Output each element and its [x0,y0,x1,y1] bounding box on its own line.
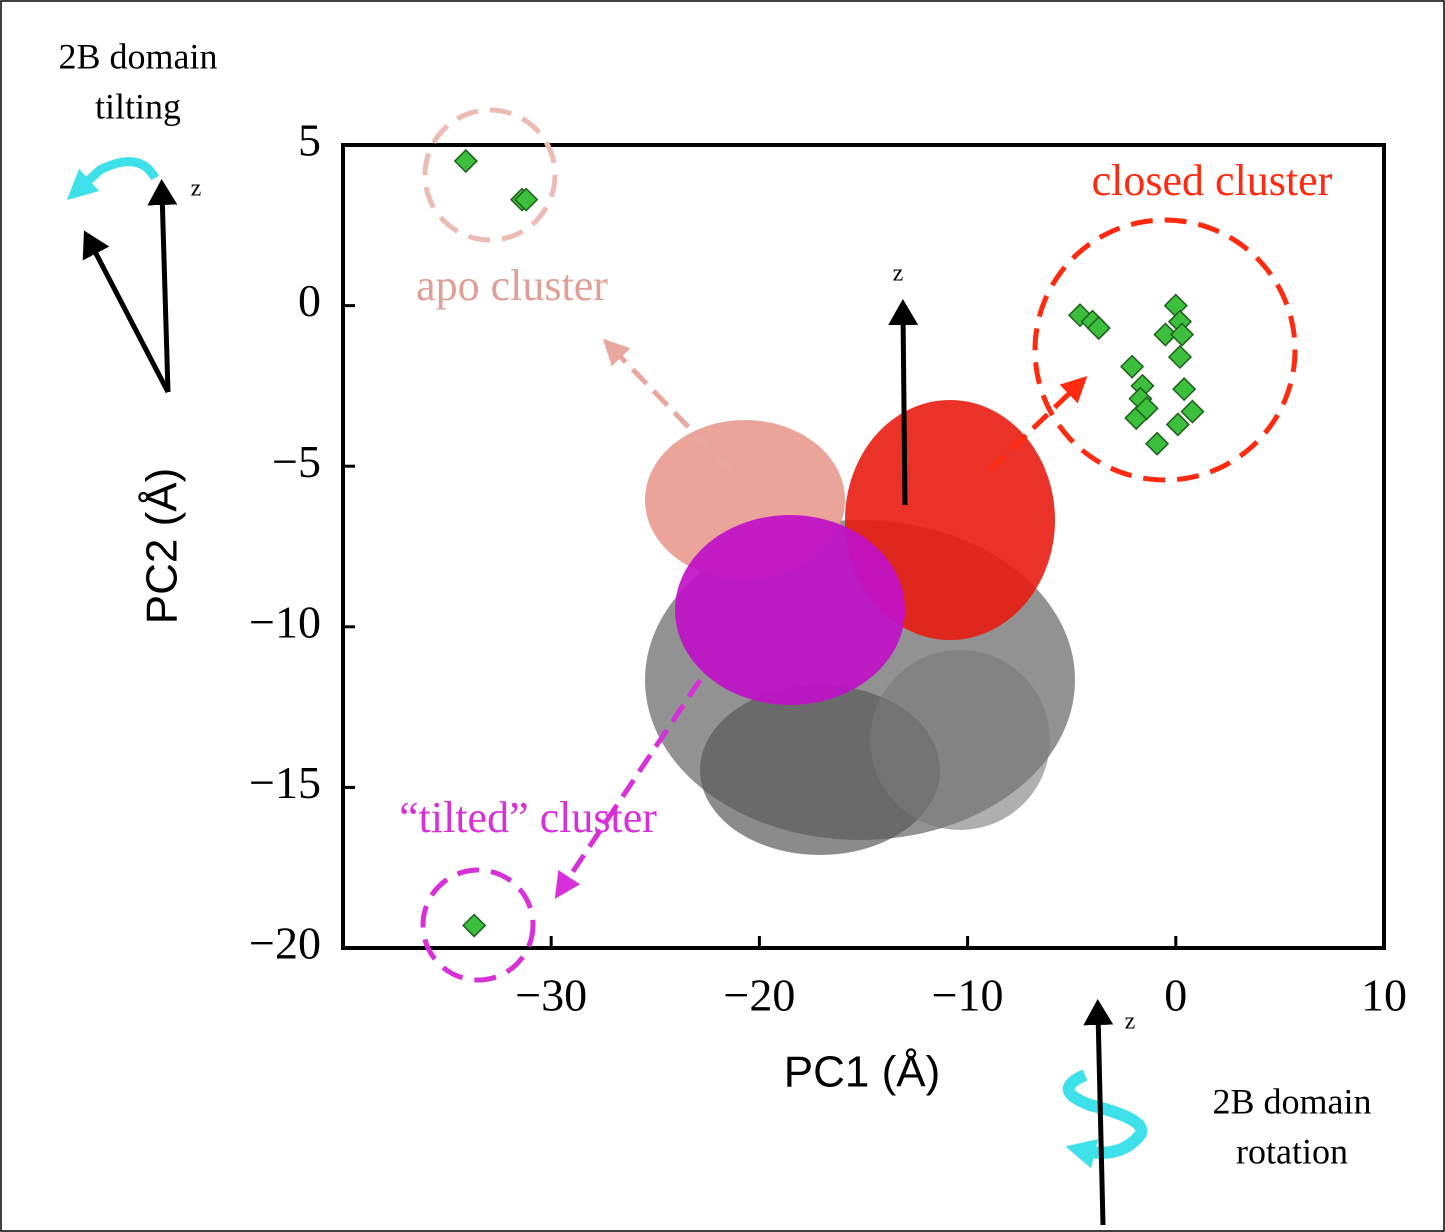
y-tick-label: −20 [249,918,321,969]
rotation-curve [1062,1069,1148,1169]
point [462,913,487,938]
annotation: closed cluster [1092,156,1333,205]
tilt-curve [66,157,159,201]
tilted-arrow [554,678,703,899]
x-tick-label: −10 [932,970,1004,1021]
point [1172,377,1197,402]
z-arrow [147,179,178,393]
annotation: apo cluster [416,261,608,310]
x-tick-label: −30 [515,970,587,1021]
y-tick-label: −10 [249,596,321,647]
tilt-arrow [82,230,171,394]
closed-arrow [988,375,1088,472]
point [1134,396,1159,421]
y-tick-label: 0 [298,275,321,326]
annotation: 2B domain [1213,1081,1372,1121]
point [1086,316,1111,341]
annotation: tilting [95,86,181,126]
closed-circle [1032,217,1298,483]
point [1144,431,1170,456]
apo-circle [422,107,558,243]
z-arrow [888,299,919,506]
annotation: 2B domain [59,36,218,76]
x-tick-label: 10 [1361,970,1407,1021]
x-axis-label: PC1 (Å) [784,1048,940,1097]
point [453,148,478,174]
point [1167,344,1193,370]
plot-frame [341,143,1386,950]
point [1165,412,1190,437]
annotation: rotation [1236,1131,1348,1171]
point [1120,354,1145,379]
annotation: z [1125,1009,1136,1035]
x-tick-label: −20 [723,970,795,1021]
annotation: z [191,176,202,202]
point [1169,322,1195,347]
y-tick-label: −5 [272,436,321,487]
point [514,187,539,212]
annotation: “tilted” cluster [399,793,657,842]
point [1180,399,1205,424]
z-arrow [1083,999,1114,1226]
protein-illustration [645,400,1075,855]
y-tick-label: 5 [298,115,321,166]
y-tick-label: −15 [249,757,321,808]
x-tick-label: 0 [1164,970,1187,1021]
point [1153,322,1178,347]
point [1067,303,1093,328]
y-axis-label: PC2 (Å) [138,468,187,624]
annotation: z [893,261,904,287]
tilted-circle [420,867,536,983]
